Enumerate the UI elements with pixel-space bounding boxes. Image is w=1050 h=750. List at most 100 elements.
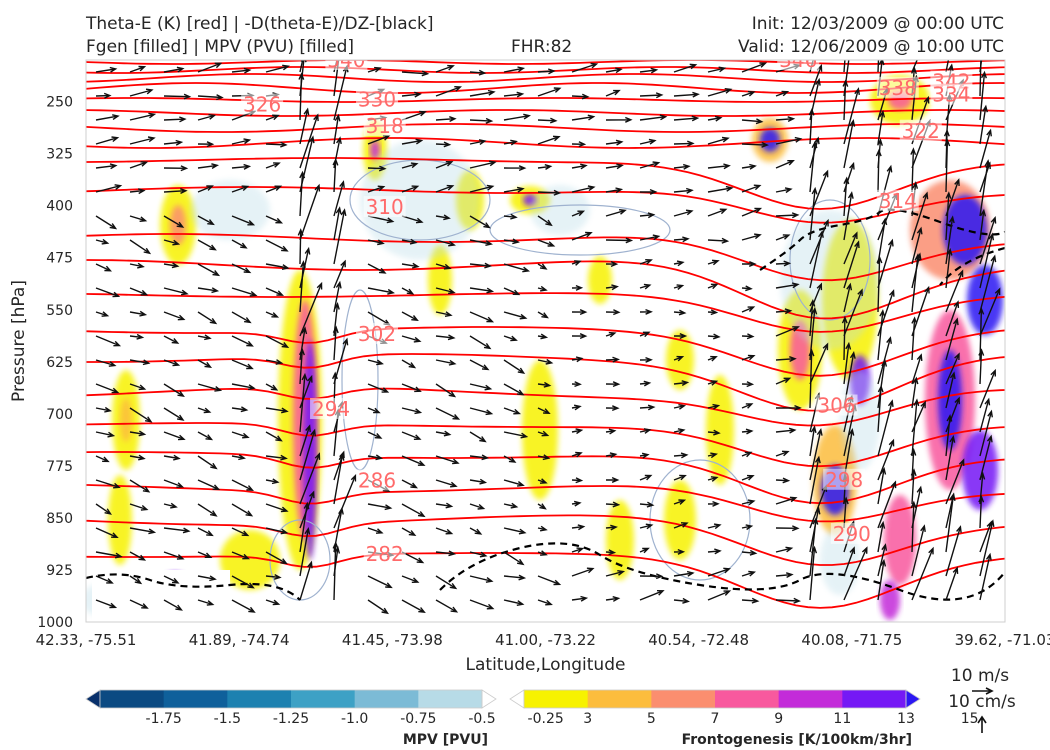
wind-vector-445	[537, 454, 551, 461]
wind-vector-604	[435, 599, 459, 613]
wind-vector-495	[401, 503, 426, 518]
wind-vector-190	[129, 239, 152, 255]
wind-vector-315	[707, 333, 721, 340]
wind-vector-73	[741, 118, 764, 125]
wind-vector-339	[605, 356, 620, 363]
fgen-colorbar-tick-3: 9	[774, 711, 783, 727]
wind-vector-342	[707, 355, 718, 362]
wind-vector-611	[673, 597, 690, 604]
fgen-blob-16	[664, 480, 696, 560]
wind-vector-541	[129, 551, 147, 561]
wind-vector-460	[129, 479, 151, 493]
wind-vector-504	[707, 500, 720, 507]
wind-vector-327	[197, 359, 213, 368]
wind-vector-568	[129, 575, 143, 585]
theta-e-contour-11	[86, 259, 1005, 320]
theta-e-label-bg-6	[930, 83, 973, 105]
wind-vector-214	[945, 191, 952, 241]
wind-vector-238	[843, 231, 858, 265]
wind-vector-618	[911, 546, 934, 601]
wind-vector-169	[333, 180, 345, 217]
fgen-blob-33	[962, 430, 998, 510]
wind-vector-375	[911, 353, 923, 385]
mpv-blob-1	[360, 140, 480, 260]
wind-vectors-layer	[95, 60, 1001, 615]
wind-vector-532	[741, 524, 754, 531]
wind-vector-526	[537, 525, 548, 532]
wind-vector-135	[95, 184, 123, 193]
y-axis-label: Pressure [hPa]	[9, 280, 29, 402]
wind-vector-235	[742, 261, 757, 267]
wind-vector-314	[674, 333, 688, 340]
wind-vector-424	[741, 428, 754, 435]
wind-vector-301	[231, 335, 254, 347]
wind-vector-231	[605, 261, 619, 268]
wind-vector-471	[503, 479, 525, 487]
wind-vector-6	[299, 60, 304, 73]
wind-vector-359	[367, 383, 390, 393]
wind-vector-602	[367, 599, 389, 615]
wind-vector-104	[877, 109, 886, 145]
wind-vector-27	[95, 92, 112, 99]
wind-vector-9	[401, 70, 430, 77]
wind-vector-164	[163, 215, 185, 228]
mpv-colorbar-tick-2: -1.25	[273, 711, 309, 727]
theta-e-contour-5	[86, 109, 1005, 117]
fgen-blob-15	[606, 500, 634, 580]
wind-vector-536	[877, 480, 897, 529]
theta-e-contour-6	[86, 123, 1005, 133]
wind-vector-336	[503, 359, 526, 374]
wind-vector-114	[299, 113, 319, 169]
wind-vector-405	[95, 431, 116, 438]
wind-vector-612	[707, 590, 732, 601]
wind-vector-126	[707, 163, 731, 170]
wind-vector-551	[469, 551, 488, 558]
wind-vector-247	[231, 287, 258, 297]
wind-vector-76	[842, 79, 849, 121]
wind-vector-191	[163, 239, 181, 246]
wind-vector-83	[163, 139, 184, 146]
wind-vector-154	[741, 184, 762, 193]
wind-vector-113	[265, 162, 281, 169]
wind-vector-368	[673, 380, 690, 387]
wind-vector-5	[265, 64, 290, 73]
wind-vector-118	[435, 161, 454, 169]
wind-vector-392	[571, 404, 582, 411]
wind-vector-188	[979, 159, 991, 217]
y-tick-550: 550	[46, 303, 73, 319]
wind-vector-584	[673, 570, 695, 577]
wind-vector-259	[639, 283, 652, 290]
mpv-colorbar-label: MPV [PVU]	[403, 732, 488, 748]
theta-e-contour-15	[86, 387, 1005, 427]
wind-vector-371	[775, 377, 792, 385]
wind-vector-134	[979, 128, 992, 169]
wind-vector-23	[877, 60, 880, 73]
wind-vector-306	[401, 335, 422, 343]
fgen-colorbar-swatch-3	[651, 690, 716, 708]
wind-vector-408	[197, 431, 214, 441]
mpv-colorbar-extend-min	[85, 689, 101, 709]
wind-vector-193	[231, 239, 248, 249]
y-tick-475: 475	[46, 251, 73, 267]
wind-vector-453	[809, 425, 817, 457]
wind-vector-477	[707, 476, 719, 482]
wind-vector-461	[163, 479, 185, 488]
fgen-colorbar-swatch-4	[715, 690, 780, 708]
wind-vector-228	[503, 263, 531, 273]
plot-frame	[85, 59, 1006, 623]
fgen-colorbar-swatch-1	[524, 690, 589, 708]
wind-vector-288	[707, 309, 719, 316]
wind-vector-610	[639, 590, 665, 601]
wind-vector-415	[435, 430, 452, 437]
theta-e-contour-12	[86, 292, 1005, 333]
mpv-contour-1	[789, 199, 871, 321]
theta-e-label-340: 340	[327, 48, 365, 72]
wind-vector-211	[843, 191, 854, 241]
theta-e-label-326: 326	[243, 92, 281, 116]
wind-vector-274	[231, 311, 252, 324]
wind-vector-582	[605, 570, 626, 577]
wind-vector-29	[163, 93, 192, 100]
wind-vector-494	[367, 503, 393, 511]
wind-vector-383	[265, 407, 289, 414]
wind-vector-593	[979, 519, 995, 577]
